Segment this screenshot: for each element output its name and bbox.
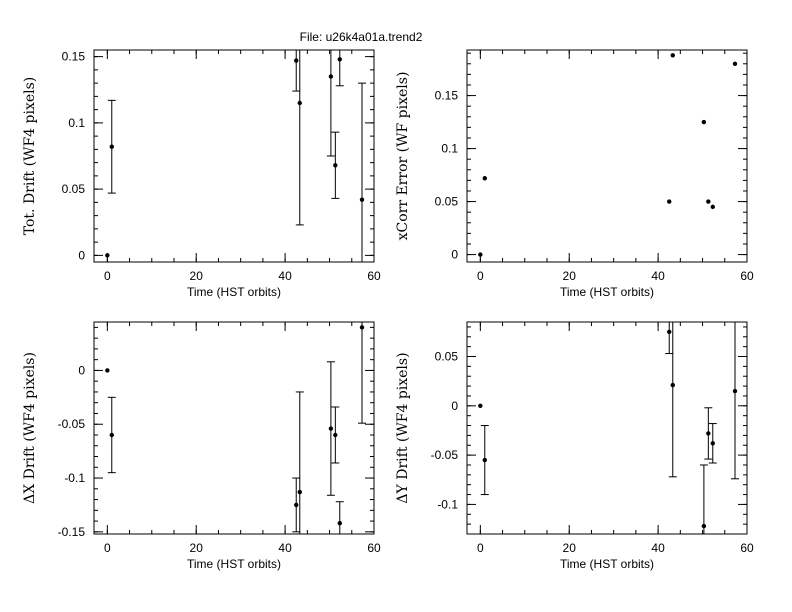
data-point	[333, 163, 338, 168]
x-tick-label: 20	[563, 541, 577, 555]
x-tick-label: 0	[104, 541, 111, 555]
plot-frame	[93, 321, 375, 535]
panel-dx-drift: 0 20 40 60 -0.15 -0.1 -0.05 0 Time (HST orbits) Δ…	[22, 321, 381, 571]
data-point	[482, 457, 487, 463]
x-tick-label: 40	[651, 269, 665, 283]
y-tick-label: 0	[451, 399, 458, 413]
x-tick-label: 20	[190, 269, 204, 283]
data-point	[337, 521, 342, 526]
plot-frame	[466, 321, 748, 535]
y-tick-label: 0	[451, 248, 458, 262]
data-point	[710, 441, 715, 446]
data-point	[105, 368, 110, 373]
data-point	[328, 426, 334, 431]
x-axis-label: Time (HST orbits)	[560, 285, 654, 299]
plot-frame	[93, 49, 375, 263]
x-tick-label: 60	[740, 269, 754, 283]
data-point	[670, 382, 675, 388]
data-point	[337, 57, 342, 62]
y-tick-label: 0.1	[441, 142, 458, 156]
y-tick-label: 0.1	[68, 116, 85, 130]
data-point	[109, 144, 114, 149]
y-tick-label: 0.15	[62, 50, 86, 64]
data-point	[482, 176, 487, 181]
x-tick-label: 20	[190, 541, 204, 555]
data-point	[109, 432, 114, 438]
data-point	[294, 502, 299, 508]
data-point	[701, 523, 707, 529]
data-point	[297, 489, 302, 495]
x-tick-label: 40	[278, 269, 292, 283]
data-point	[359, 197, 365, 202]
x-tick-label: 40	[278, 541, 292, 555]
x-axis-label: Time (HST orbits)	[187, 557, 281, 571]
data-point	[706, 199, 711, 204]
y-tick-label: 0	[78, 363, 85, 377]
x-axis-label: Time (HST orbits)	[560, 557, 654, 571]
data-point	[478, 252, 483, 257]
data-point	[359, 325, 365, 330]
x-tick-label: 20	[563, 269, 577, 283]
data-point	[670, 53, 675, 58]
panel-dy-drift: 0 20 40 60 -0.1 -0.05 0 0.05 Time (HST orbits) ΔY…	[395, 321, 754, 571]
data-point	[706, 431, 711, 436]
x-tick-label: 0	[477, 541, 484, 555]
y-tick-label: -0.05	[58, 417, 86, 431]
data-point	[732, 61, 738, 66]
y-tick-label: 0.15	[435, 89, 459, 103]
y-tick-label: -0.1	[437, 497, 458, 511]
x-axis-label: Time (HST orbits)	[187, 285, 281, 299]
y-axis-label: ΔY Drift (WF4 pixels)	[395, 352, 411, 503]
y-axis-label: ΔX Drift (WF4 pixels)	[22, 352, 38, 504]
y-tick-label: -0.05	[431, 448, 459, 462]
x-tick-label: 60	[740, 541, 754, 555]
y-tick-label: -0.15	[58, 525, 86, 539]
y-axis-label: xCorr Error (WF pixels)	[395, 72, 411, 241]
x-tick-label: 60	[367, 541, 381, 555]
panel-tot-drift: 0 20 40 60 0 0.05 0.1 0.15 Time (HST orbits) Tot.…	[22, 49, 381, 299]
data-point	[328, 74, 334, 79]
plot-frame	[466, 49, 748, 263]
x-tick-label: 0	[477, 269, 484, 283]
data-point	[732, 388, 738, 394]
file-title: File: u26k4a01a.trend2	[300, 30, 423, 44]
data-point	[701, 119, 707, 125]
x-tick-label: 60	[367, 269, 381, 283]
y-tick-label: 0.05	[435, 350, 459, 364]
data-point	[667, 329, 672, 335]
x-tick-label: 40	[651, 541, 665, 555]
y-tick-label: 0.05	[62, 182, 86, 196]
y-tick-label: 0.05	[435, 195, 459, 209]
data-point	[710, 204, 715, 210]
data-point	[333, 432, 338, 438]
x-tick-label: 0	[104, 269, 111, 283]
y-axis-label: Tot. Drift (WF4 pixels)	[22, 77, 38, 236]
data-point	[297, 100, 302, 106]
panel-xcorr-error: 0 20 40 60 0 0.05 0.1 0.15 Time (HST orbits) xCor…	[395, 49, 754, 299]
y-tick-label: -0.1	[64, 471, 85, 485]
data-point	[294, 58, 299, 63]
data-point	[667, 199, 672, 204]
data-point	[105, 253, 110, 258]
y-tick-label: 0	[78, 248, 85, 262]
data-point	[478, 403, 483, 409]
